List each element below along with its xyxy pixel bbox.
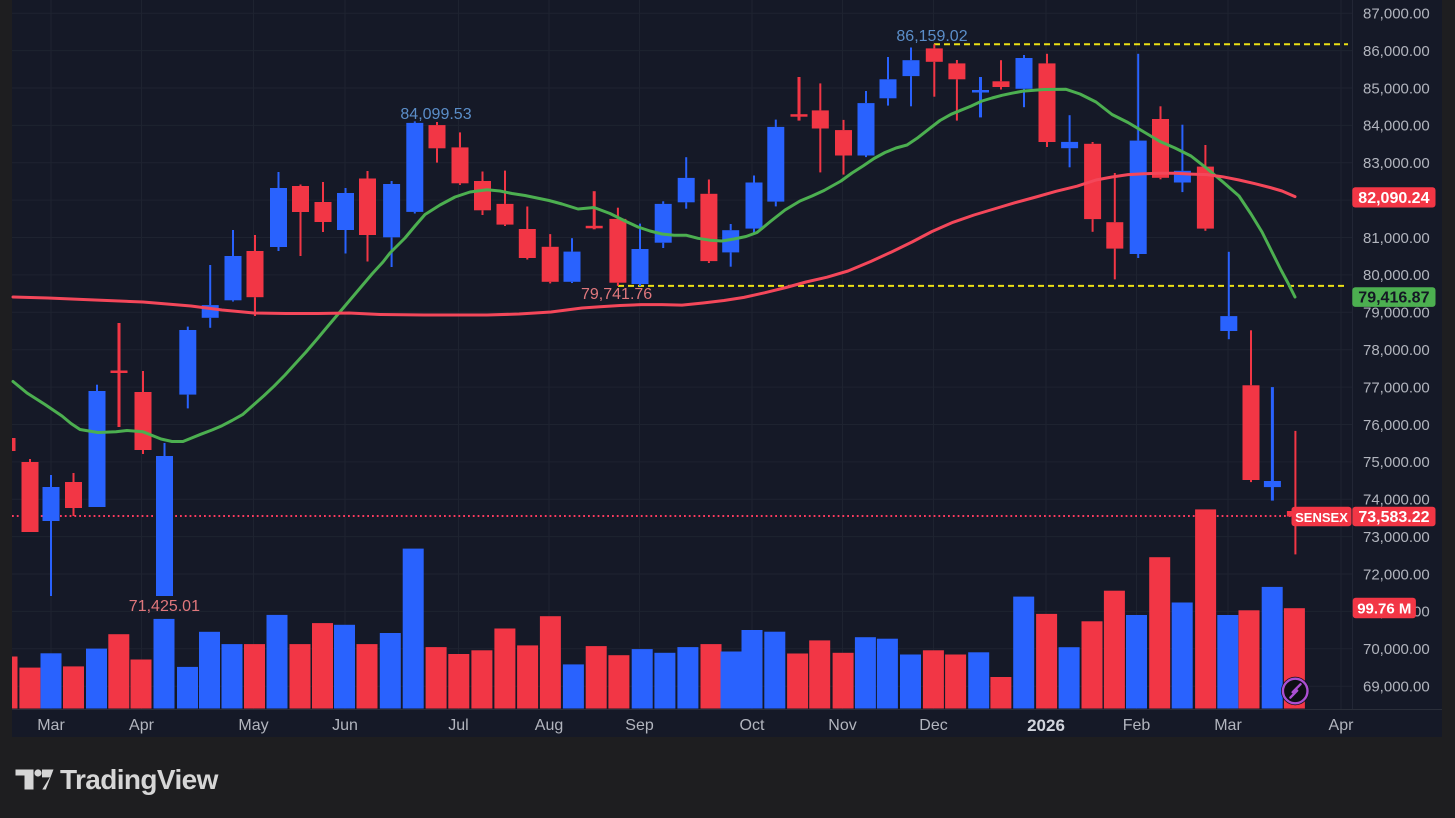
svg-text:Jul: Jul	[448, 717, 468, 734]
svg-text:79,741.76: 79,741.76	[581, 286, 652, 303]
svg-text:TradingView: TradingView	[60, 764, 219, 795]
svg-text:70,000.00: 70,000.00	[1363, 641, 1430, 658]
svg-text:Sep: Sep	[625, 717, 654, 734]
svg-text:71,425.01: 71,425.01	[129, 598, 200, 615]
svg-text:Jun: Jun	[332, 717, 358, 734]
svg-text:79,416.87: 79,416.87	[1358, 290, 1429, 307]
svg-text:80,000.00: 80,000.00	[1363, 267, 1430, 284]
svg-text:72,000.00: 72,000.00	[1363, 566, 1430, 583]
svg-text:78,000.00: 78,000.00	[1363, 342, 1430, 359]
svg-text:May: May	[238, 717, 268, 734]
svg-text:Oct: Oct	[740, 717, 765, 734]
svg-text:87,000.00: 87,000.00	[1363, 6, 1430, 23]
svg-text:76,000.00: 76,000.00	[1363, 417, 1430, 434]
svg-text:77,000.00: 77,000.00	[1363, 379, 1430, 396]
svg-text:Apr: Apr	[1329, 717, 1355, 734]
svg-text:86,000.00: 86,000.00	[1363, 43, 1430, 60]
svg-text:69,000.00: 69,000.00	[1363, 679, 1430, 696]
svg-text:81,000.00: 81,000.00	[1363, 230, 1430, 247]
svg-text:99.76 M: 99.76 M	[1357, 601, 1411, 618]
svg-text:SENSEX: SENSEX	[1295, 510, 1348, 525]
svg-text:82,090.24: 82,090.24	[1358, 190, 1429, 207]
svg-text:75,000.00: 75,000.00	[1363, 454, 1430, 471]
svg-text:Aug: Aug	[535, 717, 563, 734]
svg-text:Feb: Feb	[1123, 717, 1151, 734]
svg-text:84,099.53: 84,099.53	[400, 106, 471, 123]
svg-text:Apr: Apr	[129, 717, 155, 734]
svg-text:Mar: Mar	[37, 717, 65, 734]
svg-text:74,000.00: 74,000.00	[1363, 492, 1430, 509]
svg-text:85,000.00: 85,000.00	[1363, 80, 1430, 97]
svg-text:86,159.02: 86,159.02	[896, 28, 967, 45]
svg-text:Nov: Nov	[828, 717, 856, 734]
svg-text:84,000.00: 84,000.00	[1363, 118, 1430, 135]
svg-text:73,583.22: 73,583.22	[1358, 509, 1429, 526]
svg-text:Dec: Dec	[919, 717, 947, 734]
svg-text:Mar: Mar	[1214, 717, 1242, 734]
svg-text:73,000.00: 73,000.00	[1363, 529, 1430, 546]
svg-text:2026: 2026	[1027, 716, 1065, 735]
svg-text:79,000.00: 79,000.00	[1363, 305, 1430, 322]
svg-text:83,000.00: 83,000.00	[1363, 155, 1430, 172]
